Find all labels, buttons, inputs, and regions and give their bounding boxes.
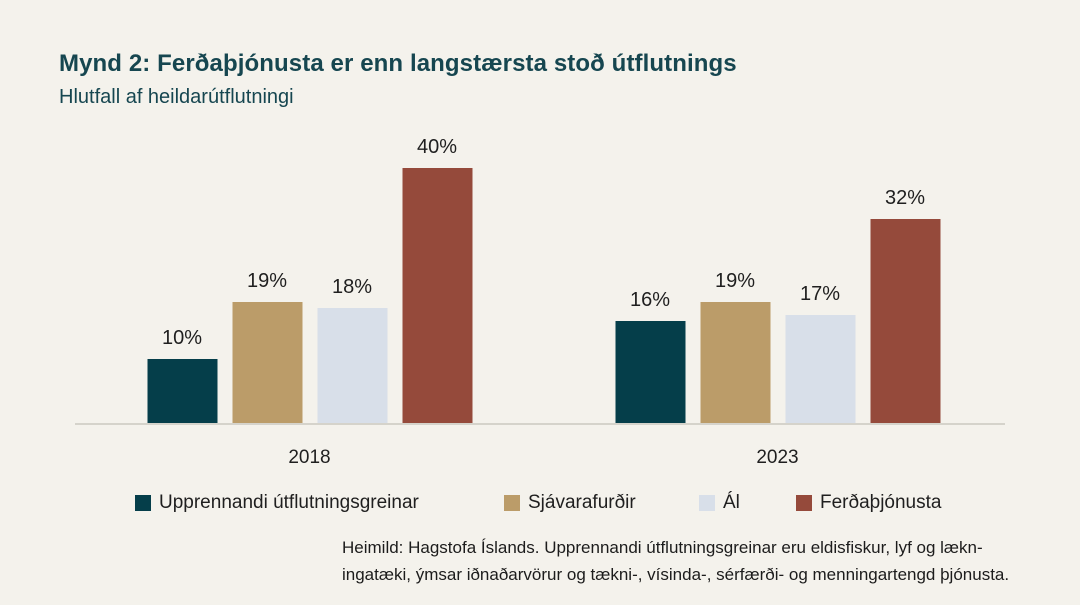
bar-ferdathjonusta (870, 219, 940, 423)
source-note: Heimild: Hagstofa Íslands. Upprennandi ú… (342, 534, 1022, 588)
bar-value-label: 18% (331, 276, 373, 298)
bar-column-al-2018: 18% (317, 276, 387, 423)
bar-group-2018: 10% 19% 18% 40% (147, 136, 472, 423)
x-axis-line (75, 423, 1005, 425)
bar-column-upprennandi-utflutningsgreinar-2023: 16% (615, 289, 685, 423)
bar-al (785, 315, 855, 423)
legend-label: Upprennandi útflutningsgreinar (159, 492, 419, 513)
legend-label: Ferðaþjónusta (820, 492, 942, 513)
source-note-line1: Heimild: Hagstofa Íslands. Upprennandi ú… (342, 538, 983, 557)
legend-item-sjavarafurdir: Sjávarafurðir (504, 492, 636, 514)
bar-ferdathjonusta (402, 168, 472, 423)
legend-swatch-icon (504, 495, 520, 511)
x-axis-label-2023: 2023 (756, 447, 799, 468)
legend-swatch-icon (796, 495, 812, 511)
legend-label: Ál (723, 492, 740, 513)
bar-column-al-2023: 17% (785, 283, 855, 423)
x-axis-label-2018: 2018 (288, 447, 331, 468)
legend-label: Sjávarafurðir (528, 492, 636, 513)
bar-value-label: 10% (161, 327, 203, 349)
bar-column-ferdathjonusta-2018: 40% (402, 136, 472, 423)
bar-value-label: 32% (884, 187, 926, 209)
source-note-line2: ingatæki, ýmsar iðnaðarvörur og tækni-, … (342, 565, 1010, 584)
bar-group-2023: 16% 19% 17% 32% (615, 187, 940, 423)
bar-value-label: 19% (246, 270, 288, 292)
bar-column-upprennandi-utflutningsgreinar-2018: 10% (147, 327, 217, 423)
bar-column-sjavarafurdir-2023: 19% (700, 270, 770, 423)
bar-value-label: 19% (714, 270, 756, 292)
bar-al (317, 308, 387, 423)
bar-value-label: 16% (629, 289, 671, 311)
bar-chart: 10% 19% 18% 40% 16% 19% 17% 32% (75, 130, 1005, 425)
legend-swatch-icon (699, 495, 715, 511)
figure-title: Mynd 2: Ferðaþjónusta er enn langstærsta… (59, 50, 737, 77)
bar-column-ferdathjonusta-2023: 32% (870, 187, 940, 423)
bar-upprennandi-utflutningsgreinar (147, 359, 217, 423)
figure-subtitle: Hlutfall af heildarútflutningi (59, 86, 294, 108)
legend-item-upprennandi-utflutningsgreinar: Upprennandi útflutningsgreinar (135, 492, 419, 514)
bar-upprennandi-utflutningsgreinar (615, 321, 685, 423)
legend-item-al: Ál (699, 492, 740, 514)
legend-swatch-icon (135, 495, 151, 511)
bar-sjavarafurdir (232, 302, 302, 423)
bar-value-label: 40% (416, 136, 458, 158)
bar-sjavarafurdir (700, 302, 770, 423)
legend-item-ferdathjonusta: Ferðaþjónusta (796, 492, 941, 514)
bar-value-label: 17% (799, 283, 841, 305)
bar-column-sjavarafurdir-2018: 19% (232, 270, 302, 423)
